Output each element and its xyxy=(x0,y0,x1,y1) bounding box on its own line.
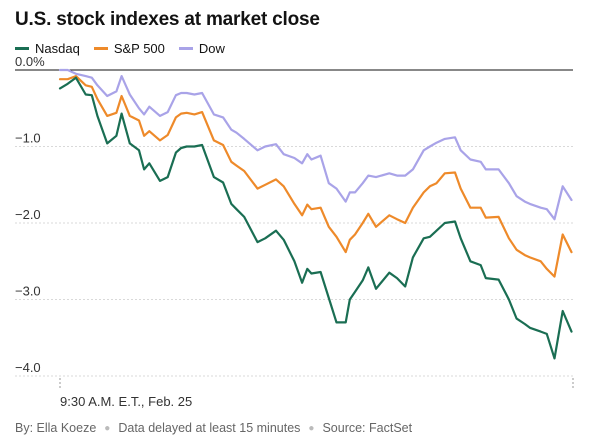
y-tick-label: 0.0% xyxy=(15,54,45,69)
series-line-nasdaq xyxy=(58,76,573,360)
legend-label-dow: Dow xyxy=(198,41,225,56)
delay-note: Data delayed at least 15 minutes xyxy=(118,421,301,435)
y-tick-label: −4.0 xyxy=(15,360,41,375)
footer-separator: ● xyxy=(308,422,315,434)
series-line-sp500 xyxy=(58,74,573,278)
footer-separator: ● xyxy=(104,422,111,434)
legend-swatch-nasdaq xyxy=(15,47,29,50)
byline: By: Ella Koeze xyxy=(15,421,97,435)
legend-label-sp500: S&P 500 xyxy=(113,41,165,56)
legend-item-sp500: S&P 500 xyxy=(93,41,165,56)
chart-legend: Nasdaq S&P 500 Dow xyxy=(15,41,225,56)
legend-swatch-dow xyxy=(178,47,193,50)
source-note: Source: FactSet xyxy=(322,421,413,435)
legend-item-nasdaq: Nasdaq xyxy=(15,41,80,56)
series-line-dow xyxy=(58,68,573,221)
legend-label-nasdaq: Nasdaq xyxy=(35,41,80,56)
legend-item-dow: Dow xyxy=(178,41,225,56)
y-tick-label: −3.0 xyxy=(15,284,41,299)
x-tick-label: 9:30 A.M. E.T., Feb. 25 xyxy=(60,394,192,409)
chart-title: U.S. stock indexes at market close xyxy=(15,9,320,30)
chart-footer: By: Ella Koeze ● Data delayed at least 1… xyxy=(15,421,412,435)
legend-swatch-sp500 xyxy=(93,47,108,50)
y-tick-label: −2.0 xyxy=(15,207,41,222)
y-tick-label: −1.0 xyxy=(15,131,41,146)
